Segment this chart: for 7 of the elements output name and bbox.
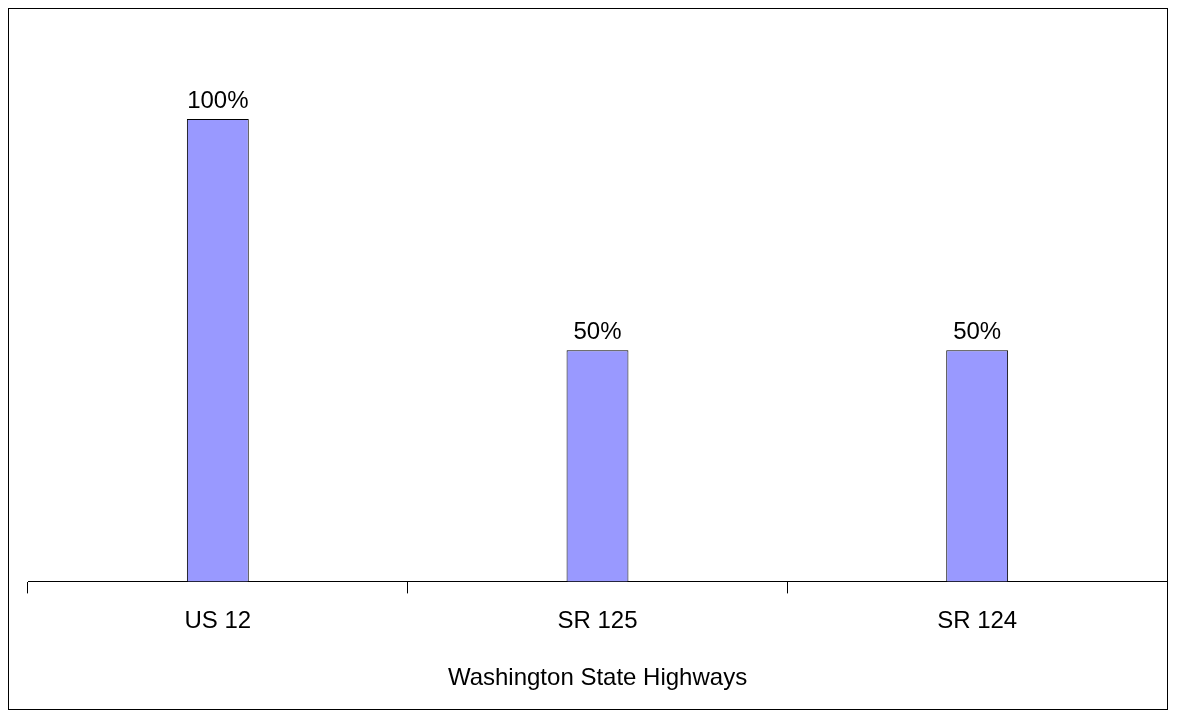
x-tick-label: US 12 (184, 606, 252, 634)
x-axis-title: Washington State Highways (447, 663, 748, 691)
data-label: 100% (187, 85, 249, 113)
data-label: 50% (573, 316, 622, 344)
x-tick-label: SR 124 (937, 606, 1018, 634)
data-label: 50% (953, 316, 1002, 344)
x-tick-label: SR 125 (557, 606, 638, 634)
